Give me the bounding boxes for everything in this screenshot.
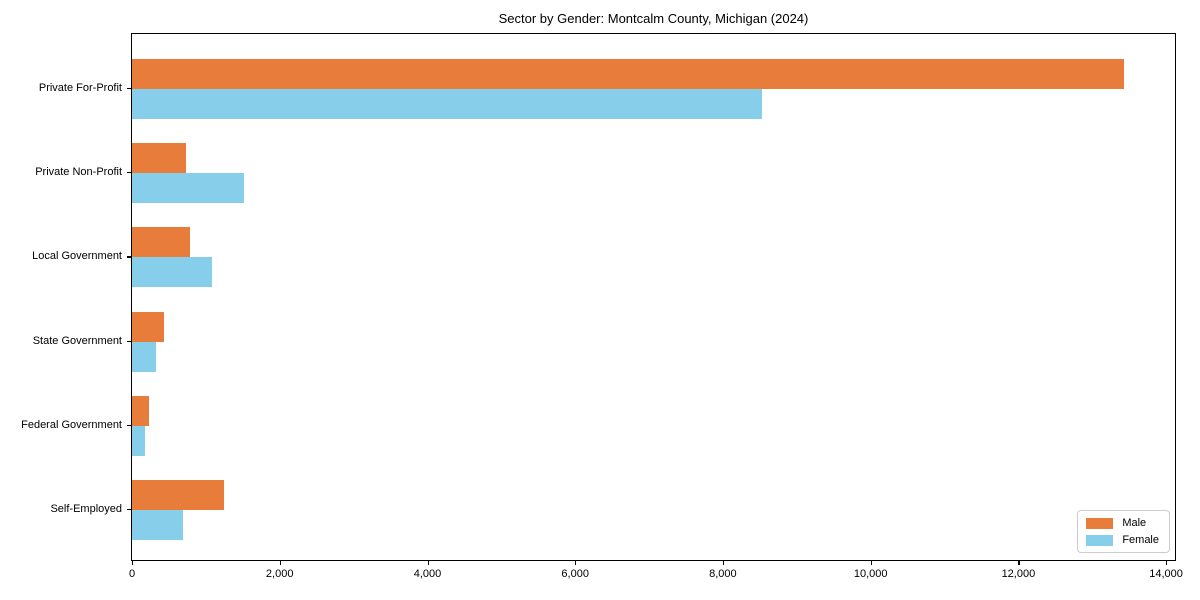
- bar-male-self-employed: [132, 480, 225, 510]
- x-tick-0: [132, 561, 134, 565]
- x-tick-4000: [427, 561, 429, 565]
- x-label-14000: 14,000: [1149, 568, 1183, 580]
- x-tick-2000: [279, 561, 281, 565]
- bar-female-state-government: [132, 341, 156, 372]
- y-tick-federal-government: [127, 424, 131, 426]
- y-tick-private-for-profit: [127, 88, 131, 90]
- legend: Male Female: [1077, 510, 1170, 553]
- legend-label-female: Female: [1122, 534, 1159, 546]
- legend-row-male: Male: [1086, 517, 1159, 529]
- plot-area: Male Female: [131, 33, 1176, 561]
- bar-female-federal-government: [132, 425, 146, 456]
- bar-female-private-for-profit: [132, 89, 763, 119]
- x-tick-10000: [870, 561, 872, 565]
- x-label-4000: 4,000: [413, 568, 442, 580]
- y-tick-state-government: [127, 340, 131, 342]
- bar-male-federal-government: [132, 395, 149, 426]
- bar-male-state-government: [132, 311, 164, 342]
- bar-female-self-employed: [132, 510, 183, 540]
- y-label-state-government: State Government: [32, 334, 122, 347]
- bar-male-local-government: [132, 227, 190, 258]
- legend-row-female: Female: [1086, 534, 1159, 546]
- y-label-private-for-profit: Private For-Profit: [38, 82, 122, 94]
- y-tick-self-employed: [127, 509, 131, 511]
- y-label-private-non-profit: Private Non-Profit: [35, 166, 122, 179]
- legend-label-male: Male: [1122, 517, 1147, 529]
- x-tick-12000: [1018, 561, 1020, 565]
- bar-female-private-non-profit: [132, 173, 244, 204]
- chart-title: Sector by Gender: Montcalm County, Michi…: [498, 11, 809, 26]
- x-label-0: 0: [128, 568, 136, 580]
- x-tick-6000: [575, 561, 577, 565]
- x-label-2000: 2,000: [265, 568, 294, 580]
- y-label-federal-government: Federal Government: [21, 418, 122, 431]
- x-label-8000: 8,000: [709, 568, 737, 580]
- y-tick-local-government: [127, 256, 131, 258]
- bar-female-local-government: [132, 257, 212, 288]
- y-label-self-employed: Self-Employed: [50, 503, 122, 515]
- bar-male-private-non-profit: [132, 143, 186, 174]
- bar-male-private-for-profit: [132, 59, 1124, 89]
- x-label-10000: 10,000: [853, 568, 888, 580]
- x-label-12000: 12,000: [1001, 568, 1036, 580]
- y-label-local-government: Local Government: [32, 250, 122, 263]
- x-tick-8000: [722, 561, 725, 565]
- y-tick-private-non-profit: [127, 172, 131, 174]
- x-label-6000: 6,000: [561, 568, 589, 580]
- x-tick-14000: [1166, 561, 1168, 565]
- legend-swatch-female: [1086, 534, 1114, 546]
- legend-swatch-male: [1086, 517, 1114, 529]
